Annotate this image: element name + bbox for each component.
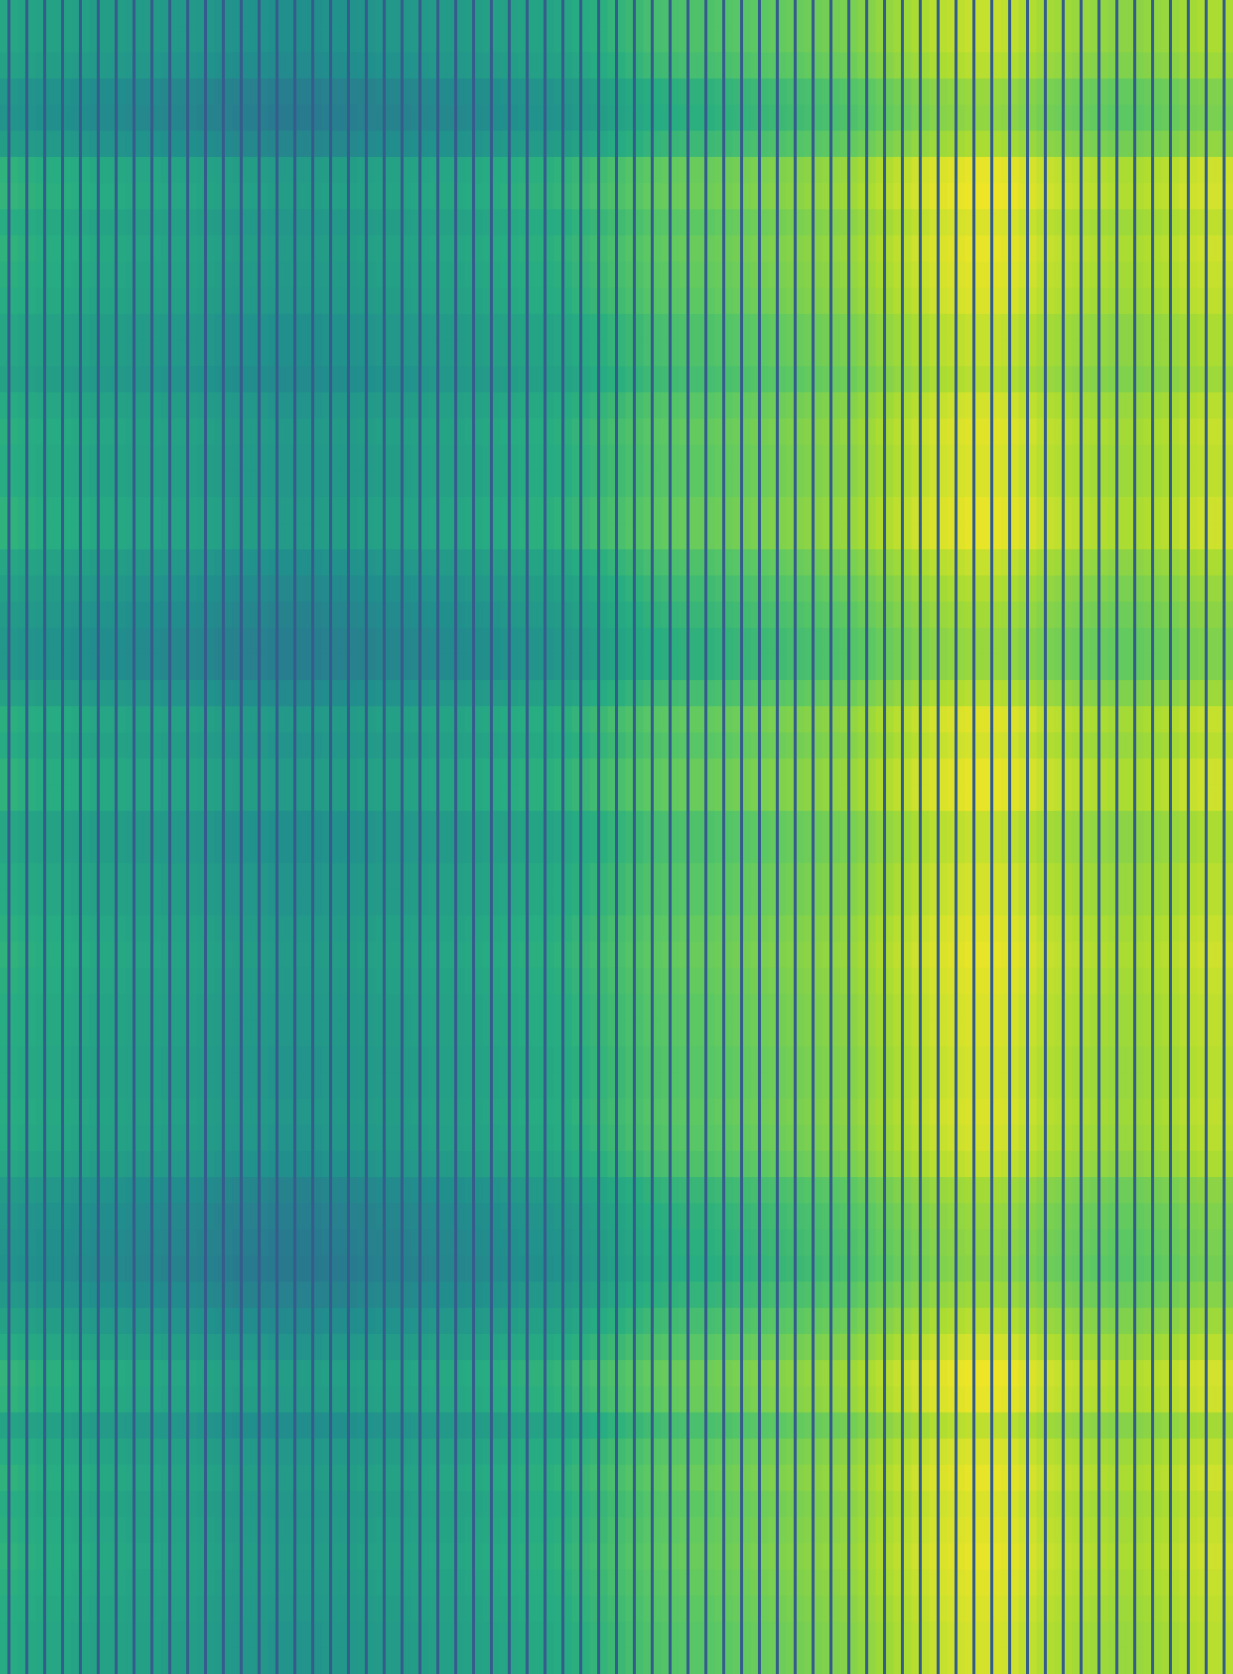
column-separator-line [275,0,279,1674]
column-separator-line [1043,0,1047,1674]
column-separator-line [829,0,833,1674]
column-separator-line [847,0,851,1674]
column-separator-line [1061,0,1065,1674]
column-separator-line [972,0,976,1674]
column-separator-line [311,0,315,1674]
column-separator-line [257,0,261,1674]
column-separator-line [883,0,887,1674]
column-separator-line [1204,0,1208,1674]
column-separator-line [43,0,47,1674]
column-separator-line [650,0,654,1674]
column-separator-line [1151,0,1155,1674]
column-separator-line [811,0,815,1674]
column-separator-line [364,0,368,1674]
column-separator-line [382,0,386,1674]
column-separator-line [507,0,511,1674]
column-separator-line [615,0,618,1674]
column-separator-line [632,0,636,1674]
column-separator-line [150,0,154,1674]
column-separator-line [704,0,708,1674]
column-separator-line [114,0,118,1674]
column-separator-line [346,0,350,1674]
column-separator-line [186,0,190,1674]
column-separator-line [579,0,583,1674]
column-separator-line [1222,0,1226,1674]
column-separator-line [793,0,797,1674]
column-separator-line [1026,0,1029,1674]
column-separator-line [1097,0,1101,1674]
column-separator-line [400,0,404,1674]
column-separator-line [7,0,11,1674]
column-separator-line [561,0,565,1674]
column-separator-line [936,0,940,1674]
column-separator-line [239,0,243,1674]
column-separator-line [204,0,207,1674]
column-separator-line [61,0,65,1674]
column-separator-line [1079,0,1083,1674]
column-separator-line [1008,0,1012,1674]
column-separator-line [918,0,922,1674]
column-separator-line [597,0,601,1674]
column-separator-line [757,0,761,1674]
column-separator-line [1115,0,1119,1674]
column-separator-line [1168,0,1172,1674]
column-separator-line [543,0,547,1674]
column-separator-line [1133,0,1137,1674]
column-separator-line [418,0,422,1674]
column-separator-line [1186,0,1190,1674]
column-separator-line [990,0,994,1674]
column-separator-line [954,0,958,1674]
column-separator-line [775,0,779,1674]
column-separator-line [489,0,493,1674]
column-separator-line [668,0,672,1674]
column-separator-line [740,0,744,1674]
column-separator-line [722,0,726,1674]
column-separator-line [686,0,690,1674]
column-separator-line [25,0,29,1674]
column-separator-line [221,0,225,1674]
column-separator-line [96,0,100,1674]
column-separator-line [900,0,904,1674]
column-separator-line [865,0,869,1674]
column-separator-line [436,0,440,1674]
column-separator-line [454,0,458,1674]
column-separator-line [329,0,333,1674]
column-separator-line [132,0,136,1674]
column-separator-line [168,0,172,1674]
column-separators [7,0,1226,1674]
column-separator-line [293,0,297,1674]
column-separator-line [525,0,529,1674]
column-separator-line [472,0,476,1674]
column-separator-line [78,0,82,1674]
